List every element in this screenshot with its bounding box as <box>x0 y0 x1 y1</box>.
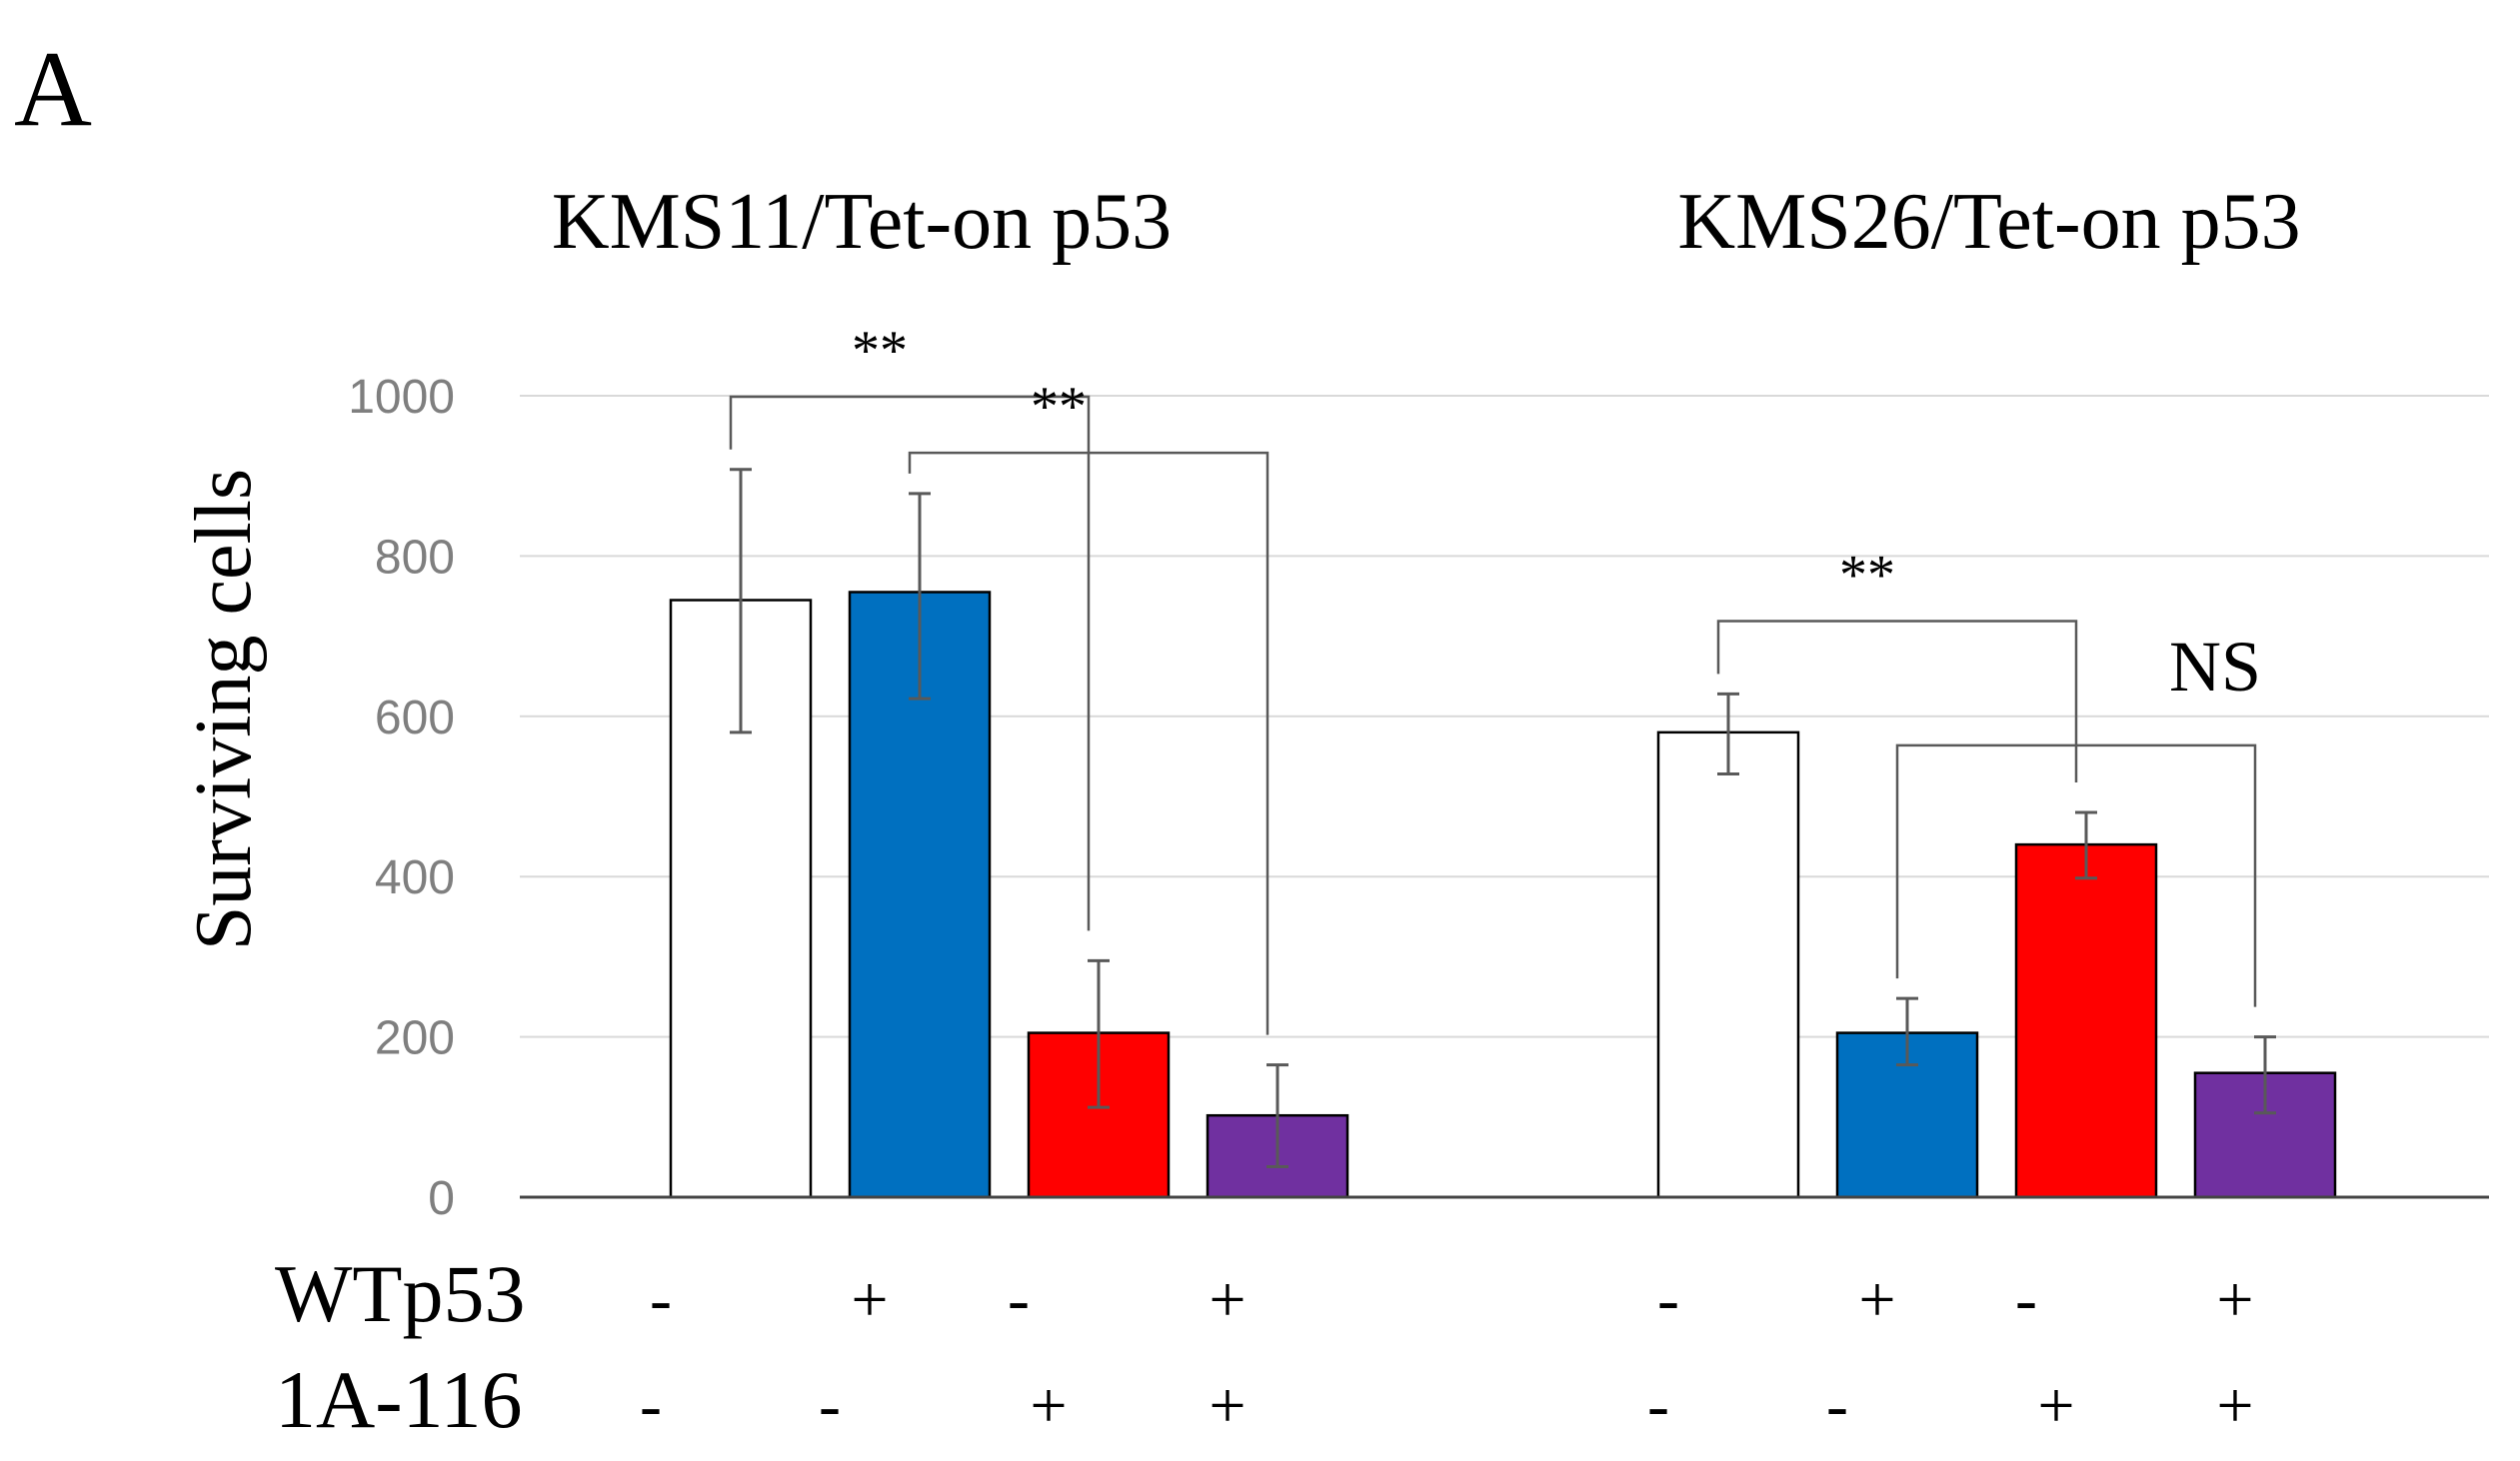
significance-bracket <box>1895 743 2257 1007</box>
significance-g1-0: ** <box>1716 545 2078 783</box>
significance-bracket <box>1716 620 2078 783</box>
y-tick-800: 800 <box>375 531 455 584</box>
significance-g0-0: ** <box>729 320 1091 931</box>
group-title-kms26: KMS26/Tet-on p53 <box>1677 178 2300 266</box>
wt-sign-g1-3: + <box>2216 1263 2253 1336</box>
wt-sign-g0-0: - <box>650 1263 672 1336</box>
significance-label: ** <box>852 320 908 382</box>
wt-sign-g0-2: - <box>1008 1263 1030 1336</box>
error-bar-g1-1 <box>1896 996 1918 1067</box>
gridlines <box>520 395 2489 1038</box>
significance-label: ** <box>1839 545 1895 607</box>
bar-g1-2 <box>2014 842 2158 1199</box>
y-axis-label: Surviving cells <box>180 469 268 950</box>
error-bar-g1-3 <box>2254 1035 2276 1115</box>
drug-sign-g1-2: + <box>2037 1369 2074 1442</box>
significance-g1-1: NS <box>1895 627 2261 1007</box>
y-tick-labels: 0 200 400 600 800 1000 <box>348 371 455 1225</box>
bars <box>669 591 2337 1199</box>
drug-sign-g1-1: - <box>1826 1369 1848 1442</box>
condition-signs: --+--+++--+--+++ <box>640 1263 2254 1442</box>
significance-bracket <box>729 395 1091 931</box>
y-tick-1000: 1000 <box>348 371 455 424</box>
group-title-kms11: KMS11/Tet-on p53 <box>552 178 1172 266</box>
error-bar-g0-0 <box>730 468 752 734</box>
error-bar-g0-1 <box>909 492 931 701</box>
y-tick-200: 200 <box>375 1012 455 1065</box>
error-bar-g1-2 <box>2075 810 2097 880</box>
bar-g1-0 <box>1656 730 1800 1199</box>
wt-sign-g1-1: + <box>1858 1263 1895 1336</box>
error-bars <box>730 468 2276 1169</box>
wt-sign-g1-2: - <box>2015 1263 2037 1336</box>
significance-g0-1: ** <box>908 376 1269 1035</box>
error-bar-g0-3 <box>1266 1063 1288 1169</box>
significance-annotations: ** ** ** NS <box>729 320 2261 1035</box>
drug-sign-g0-2: + <box>1030 1369 1067 1442</box>
significance-label: ** <box>1031 376 1087 438</box>
drug-sign-g1-0: - <box>1647 1369 1669 1442</box>
significance-bracket <box>908 451 1269 1035</box>
drug-sign-g0-1: - <box>819 1369 841 1442</box>
y-tick-0: 0 <box>428 1172 455 1225</box>
error-bar-g0-2 <box>1088 958 1110 1109</box>
error-bar-g1-0 <box>1717 692 1739 776</box>
row-label-1a-116: 1A-116 <box>275 1354 522 1445</box>
drug-sign-g1-3: + <box>2216 1369 2253 1442</box>
significance-label: NS <box>2169 627 2261 707</box>
wt-sign-g0-3: + <box>1209 1263 1246 1336</box>
wt-sign-g0-1: + <box>851 1263 888 1336</box>
panel-label: A <box>14 30 92 149</box>
drug-sign-g0-3: + <box>1209 1369 1246 1442</box>
y-tick-400: 400 <box>375 851 455 904</box>
row-label-wtp53: WTp53 <box>275 1248 525 1339</box>
drug-sign-g0-0: - <box>640 1369 662 1442</box>
y-tick-600: 600 <box>375 692 455 744</box>
wt-sign-g1-0: - <box>1657 1263 1679 1336</box>
